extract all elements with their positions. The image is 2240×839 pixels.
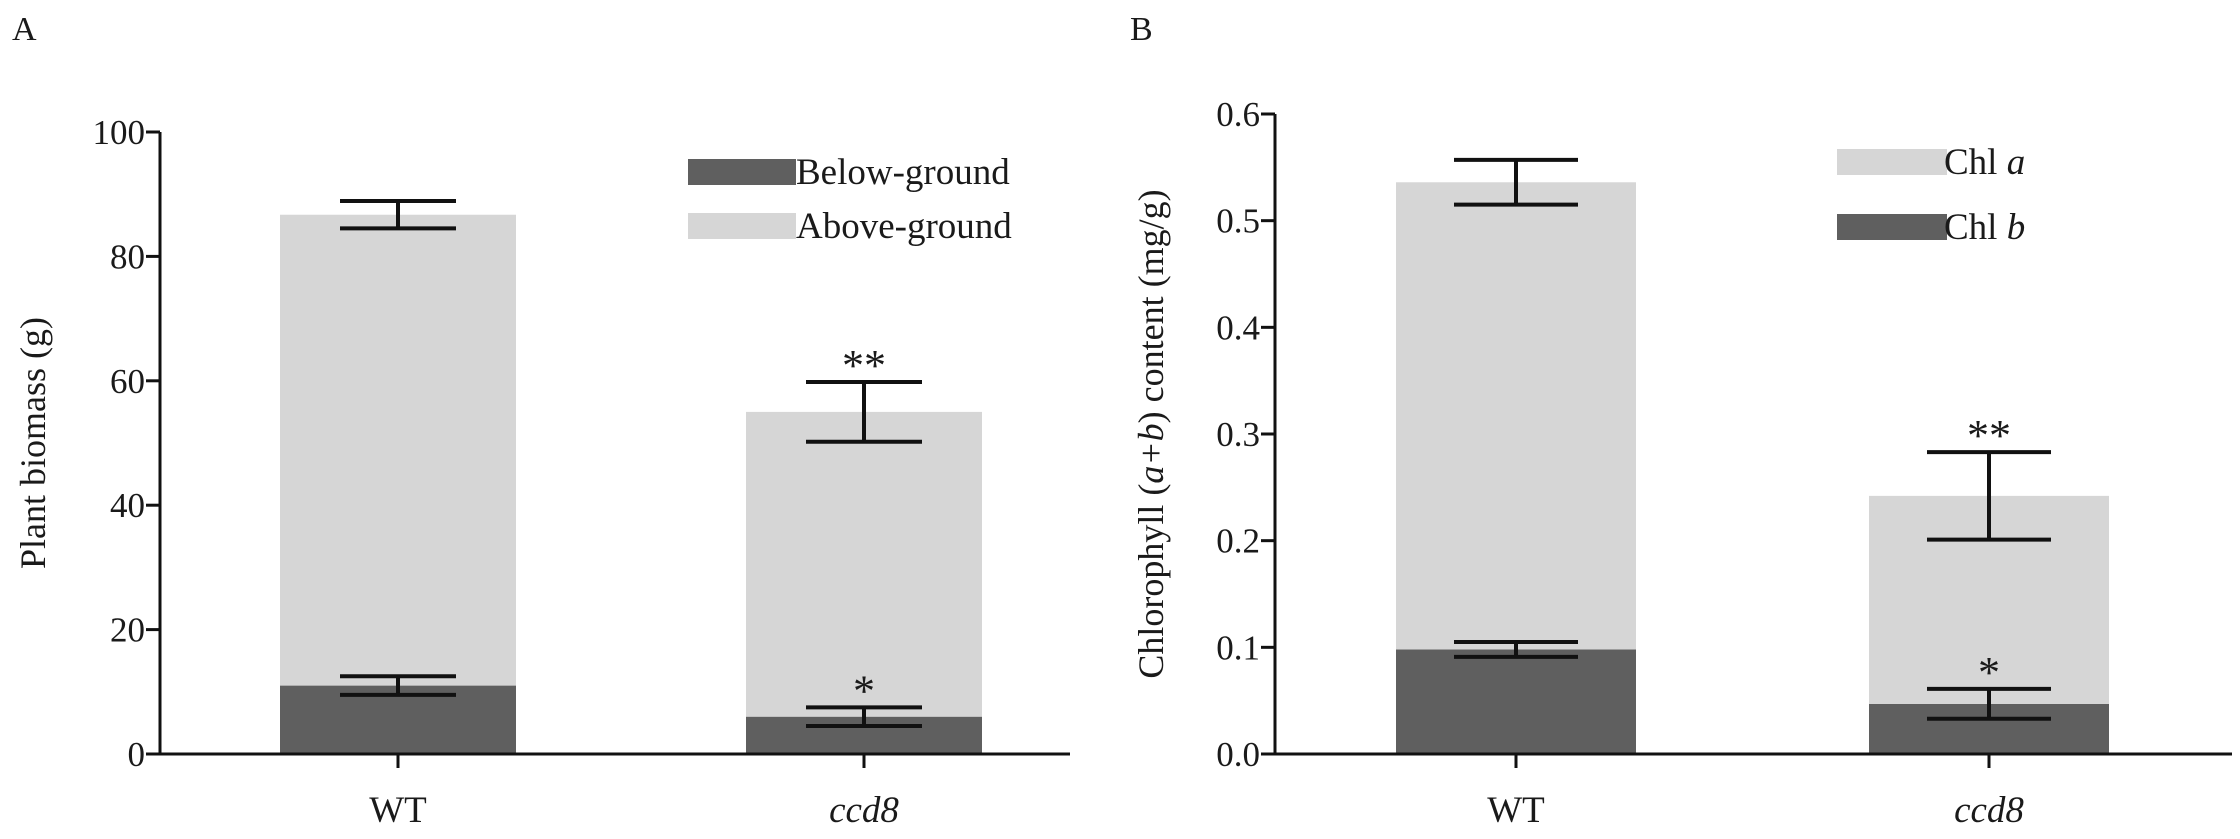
y-tick-label-a-3: 60 (110, 362, 145, 401)
error-bar-a-0-1 (340, 199, 456, 231)
x-category-label-a-0: WT (369, 790, 427, 831)
error-bar-b-1-1 (1927, 450, 2051, 542)
significance-marker-b-1-0: * (1978, 648, 2000, 697)
y-tick-label-a-2: 40 (110, 486, 145, 525)
error-bar-a-1-0 (806, 705, 922, 729)
error-bar-b-0-0 (1454, 640, 1578, 659)
error-bar-a-1-1 (806, 380, 922, 444)
legend-a: Below-ground Above-ground (688, 152, 1012, 247)
legend-swatch-b-1 (1837, 214, 1947, 240)
y-tick-label-b-0: 0.0 (1216, 735, 1260, 774)
legend-swatch-a-0 (688, 159, 796, 185)
bar-b-0-1 (1396, 182, 1636, 650)
y-tick-label-b-2: 0.2 (1216, 522, 1260, 561)
bar-b-0-0 (1396, 649, 1636, 754)
panel-letter-a: A (12, 11, 37, 48)
x-category-label-b-1: ccd8 (1954, 790, 2024, 831)
x-category-label-b-0: WT (1487, 790, 1545, 831)
significance-marker-b-1-1: ** (1967, 411, 2011, 460)
y-axis-title-a: Plant biomass (g) (13, 317, 53, 569)
legend-label-a-0: Below-ground (796, 152, 1010, 193)
y-tick-label-b-5: 0.5 (1216, 202, 1260, 241)
panel-letter-b: B (1130, 11, 1153, 48)
legend-swatch-a-1 (688, 213, 796, 239)
y-tick-label-a-4: 80 (110, 237, 145, 276)
significance-marker-a-1-1: ** (842, 341, 886, 390)
y-tick-label-a-5: 100 (93, 113, 146, 152)
bar-a-0-1 (280, 214, 516, 686)
y-tick-label-a-1: 20 (110, 611, 145, 650)
legend-swatch-b-0 (1837, 149, 1947, 175)
error-bar-a-0-0 (340, 674, 456, 697)
bar-a-1-1 (746, 411, 982, 717)
bar-a-0-0 (280, 685, 516, 754)
legend-b: Chl b Chl a (1837, 142, 2025, 248)
error-bar-b-1-0 (1927, 686, 2051, 721)
legend-label-b-0: Chl a (1944, 142, 2025, 183)
error-bar-b-0-1 (1454, 157, 1578, 207)
y-tick-label-a-0: 0 (128, 735, 146, 774)
panel-b-chart: ***0.00.10.20.30.40.50.6WT ccd8Chlorophyl… (1131, 95, 2232, 831)
y-axis-title-b: Chlorophyll (a+b) content (mg/g) (1131, 189, 1171, 678)
y-tick-label-b-4: 0.4 (1216, 308, 1260, 347)
x-category-label-a-1: ccd8 (829, 790, 899, 831)
legend-label-b-1: Chl b (1944, 207, 2025, 248)
y-tick-label-b-6: 0.6 (1216, 95, 1260, 134)
y-tick-label-b-3: 0.3 (1216, 415, 1260, 454)
y-tick-label-b-1: 0.1 (1216, 628, 1260, 667)
significance-marker-a-1-0: * (853, 666, 875, 715)
legend-label-a-1: Above-ground (796, 206, 1012, 247)
